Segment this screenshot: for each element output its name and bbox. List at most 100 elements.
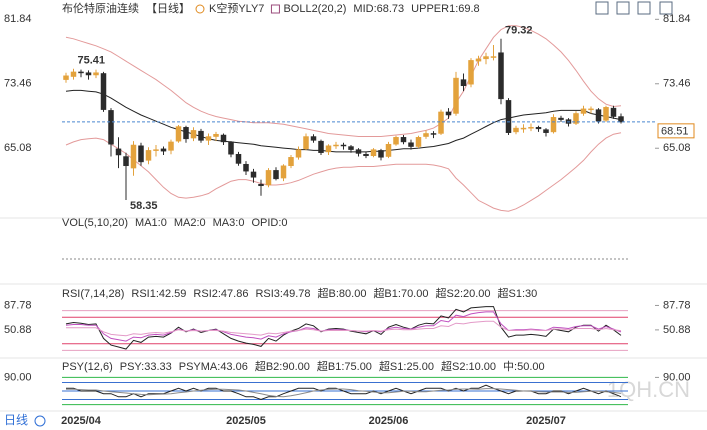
- candle-body: [288, 157, 294, 167]
- candle-body: [580, 108, 587, 114]
- x-tick-label: 2025/05: [226, 415, 266, 427]
- legend-entry: 超S2:10.00: [441, 359, 496, 373]
- candle-body: [310, 136, 317, 141]
- candle-body: [550, 117, 557, 133]
- y-tick-label: 90.00: [663, 371, 691, 383]
- candle-body: [303, 136, 309, 150]
- legend-entry: RSI1:42.59: [131, 288, 186, 300]
- candle-body: [183, 127, 189, 140]
- icon[interactable]: [595, 1, 609, 15]
- period-button[interactable]: 日线: [4, 413, 28, 427]
- y-tick-label: 87.78: [663, 299, 691, 311]
- legend-entry: 超B2:90.00: [255, 359, 310, 373]
- candle-body: [430, 133, 437, 135]
- candle-body: [123, 156, 129, 167]
- candle-body: [483, 56, 489, 60]
- x-tick-label: 2025/04: [61, 415, 102, 427]
- candle-body: [295, 149, 302, 158]
- legend-entry: 超S2:20.00: [435, 286, 490, 300]
- candle-body: [543, 129, 549, 133]
- candle-body: [603, 107, 609, 121]
- candle-body: [243, 163, 249, 172]
- legend-entry: PSY:33.33: [120, 361, 172, 373]
- candle-body: [453, 77, 459, 114]
- legend-entry: 超B:80.00: [318, 286, 367, 300]
- candle-body: [415, 137, 422, 147]
- candle-body: [588, 108, 594, 111]
- candle-body: [130, 144, 137, 169]
- candle-body: [505, 100, 512, 133]
- legend-entry: MA2:0: [174, 217, 206, 229]
- candle-body: [205, 136, 212, 141]
- dropdown-icon[interactable]: [34, 415, 46, 427]
- candle-body: [78, 71, 84, 74]
- period-label: 【日线】: [146, 1, 190, 15]
- y-tick-label: 73.46: [4, 78, 32, 90]
- candle-body: [385, 143, 392, 157]
- candle-body: [63, 75, 69, 80]
- overlay-label: BOLL2(20,2): [283, 3, 346, 15]
- candle-body: [93, 72, 99, 76]
- series-line: [66, 320, 622, 337]
- indicator-label: K空预YLY7: [209, 1, 264, 15]
- candle-body: [145, 150, 152, 161]
- candle-body: [138, 145, 144, 163]
- candle-body: [70, 71, 77, 77]
- y-tick-label: 65.08: [663, 142, 691, 154]
- y-tick-label: 73.46: [663, 78, 691, 90]
- legend-entry: MA1:0: [135, 217, 167, 229]
- candle-body: [168, 141, 174, 151]
- candle-body: [438, 111, 444, 134]
- series-line: [66, 388, 622, 398]
- candle-body: [393, 137, 399, 145]
- candle-body: [348, 146, 354, 150]
- series-line: [65, 306, 622, 350]
- legend-entry: UPPER1:69.8: [411, 3, 479, 15]
- icon[interactable]: [659, 1, 673, 15]
- icon: [270, 4, 280, 14]
- candle-body: [273, 170, 279, 180]
- last-price-label: 68.51: [661, 125, 689, 137]
- candle-body: [558, 117, 564, 120]
- watermark: 1QH.CN: [607, 377, 690, 402]
- legend-entry: PSYMA:43.06: [179, 361, 248, 373]
- candle-body: [265, 170, 272, 186]
- candle-body: [115, 148, 122, 156]
- candle-body: [228, 141, 234, 155]
- candle-body: [423, 133, 429, 137]
- candle-body: [378, 150, 384, 158]
- candle-body: [325, 145, 332, 153]
- candle-body: [258, 183, 264, 187]
- panel-title: VOL(5,10,20): [62, 217, 128, 229]
- candle-body: [340, 144, 347, 147]
- panel-title: RSI(7,14,28): [62, 288, 124, 300]
- legend-entry: OPID:0: [251, 217, 287, 229]
- legend-entry: 超S1:30: [498, 286, 538, 300]
- candle-body: [468, 60, 474, 85]
- candle-body: [573, 113, 579, 124]
- candle-body: [400, 137, 407, 143]
- legend-entry: 中:50.00: [503, 360, 545, 373]
- candle-body: [618, 116, 624, 123]
- candle-body: [445, 111, 452, 116]
- icon[interactable]: [616, 1, 630, 15]
- candle-body: [513, 127, 519, 133]
- legend-entry: MA3:0: [213, 217, 245, 229]
- candle-body: [85, 72, 92, 76]
- candle-body: [220, 134, 227, 143]
- candle-body: [490, 56, 497, 58]
- y-tick-label: 50.88: [663, 324, 691, 336]
- y-tick-label: 81.84: [663, 13, 691, 25]
- candle-body: [280, 165, 287, 179]
- series-line: [65, 132, 622, 212]
- panel-title: 布伦特原油连续: [62, 1, 139, 15]
- candle-body: [175, 126, 182, 142]
- icon[interactable]: [637, 1, 651, 15]
- candle-body: [363, 153, 369, 157]
- candle-body: [108, 110, 114, 145]
- candle-body: [153, 149, 159, 151]
- toolbar-icons: [595, 1, 673, 15]
- candle-body: [535, 127, 542, 130]
- x-tick-label: 2025/07: [526, 415, 566, 427]
- candle-body: [460, 79, 467, 87]
